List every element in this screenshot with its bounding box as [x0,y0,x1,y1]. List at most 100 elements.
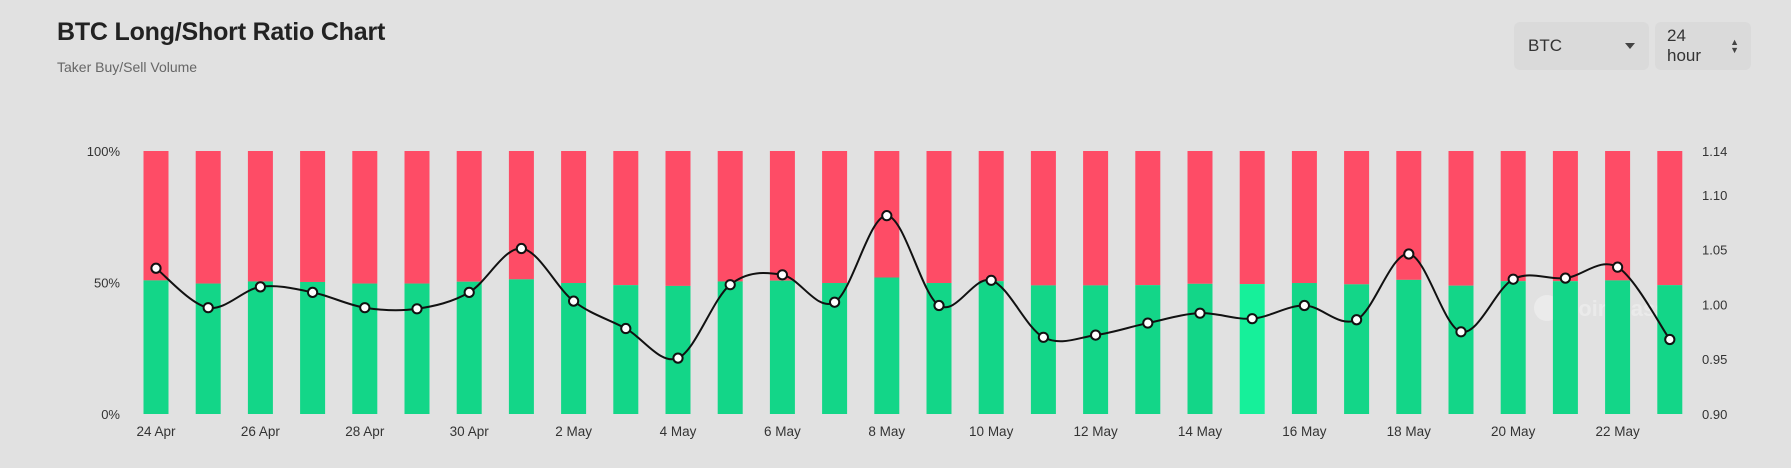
long-bar [508,279,534,414]
ratio-point [1403,248,1415,260]
long-bar [247,281,273,414]
short-bar [665,151,691,286]
ratio-point [1455,326,1467,338]
long-bar [1187,283,1213,414]
x-axis-tick-label: 22 May [1595,424,1640,439]
x-axis-tick-label: 4 May [660,424,697,439]
right-axis-tick-label: 1.05 [1702,243,1727,258]
x-axis-tick-label: 24 Apr [136,424,176,439]
long-bar [300,281,326,414]
long-bar [665,285,691,414]
ratio-point [1142,317,1154,329]
short-bar [561,151,587,284]
left-axis-tick-label: 0% [101,407,120,422]
ratio-point [724,279,736,291]
ratio-point [1037,331,1050,343]
x-axis-tick-label: 28 Apr [345,424,385,439]
long-bar [1448,285,1474,414]
short-bar [456,151,482,282]
short-bar [926,151,952,284]
long-bar [613,285,639,414]
ratio-point [202,302,214,314]
x-axis-tick-label: 2 May [555,424,592,439]
ratio-point [150,262,162,274]
short-bar [1030,151,1056,286]
long-bar [1605,280,1631,414]
right-axis-tick-label: 1.00 [1702,297,1727,312]
long-bar [1083,285,1109,414]
long-bar [1135,285,1161,414]
short-bar [404,151,430,284]
short-bar [822,151,848,284]
x-axis-tick-label: 14 May [1178,424,1223,439]
ratio-point [307,286,319,298]
ratio-point [463,286,475,298]
ratio-point [672,352,684,364]
short-bar [978,151,1004,282]
ratio-point [1559,272,1572,284]
chevron-down-icon [1625,43,1635,49]
ratio-point [515,242,528,255]
long-bar [143,280,169,414]
short-bar [1239,151,1265,285]
long-bar [1552,281,1578,414]
long-bar [404,283,430,414]
left-axis-tick-label: 100% [87,144,121,159]
ratio-point [1612,261,1624,273]
ratio-point [1351,314,1363,326]
ratio-point [933,299,945,312]
ratio-point [1090,329,1102,341]
page-subtitle: Taker Buy/Sell Volume [57,59,198,75]
interval-select[interactable]: 24 hour ▲ ▼ [1655,22,1751,70]
left-axis-tick-label: 50% [94,276,120,291]
short-bar [1605,151,1631,281]
short-bar [1448,151,1474,286]
ratio-point [411,303,423,315]
long-bar [1396,279,1422,414]
long-bar [1657,285,1683,414]
ratio-point [568,295,580,307]
x-axis-tick-label: 20 May [1491,424,1536,439]
right-axis-tick-label: 1.14 [1702,144,1727,159]
short-bar [769,151,795,281]
long-bar [1030,285,1056,414]
x-axis-tick-label: 10 May [969,424,1014,439]
long-bar [1344,284,1370,414]
short-bar [1187,151,1213,284]
long-bar [1500,281,1526,414]
right-axis-tick-label: 0.90 [1702,407,1727,422]
short-bar [717,151,743,282]
long-bar [978,281,1004,414]
coin-select[interactable]: BTC [1514,22,1649,70]
long-bar [874,277,900,414]
sort-arrows-icon: ▲ ▼ [1730,37,1739,55]
long-bar [717,281,743,414]
short-bar [1657,151,1683,286]
x-axis-tick-label: 6 May [764,424,801,439]
x-axis-tick-label: 30 Apr [450,424,490,439]
page-title: BTC Long/Short Ratio Chart [57,18,386,46]
ratio-point [1298,299,1311,312]
short-bar [1135,151,1161,286]
ratio-point [881,210,893,222]
short-bar [1500,151,1526,282]
x-axis-tick-label: 8 May [868,424,905,439]
ratio-point [985,274,997,286]
right-axis-tick-label: 1.10 [1702,188,1727,203]
short-bar [300,151,326,282]
short-bar [508,151,534,280]
ratio-point [1507,273,1519,285]
ratio-point [1246,313,1258,325]
ratio-point [1194,307,1206,319]
ratio-point [776,269,789,281]
ratio-point [829,296,841,308]
long-bar [1239,284,1265,414]
short-bar [247,151,273,282]
short-bar [1344,151,1370,285]
short-bar [1083,151,1109,286]
x-axis-tick-label: 18 May [1387,424,1432,439]
x-axis-tick-label: 12 May [1073,424,1118,439]
long-bar [456,281,482,414]
x-axis-tick-label: 26 Apr [241,424,281,439]
